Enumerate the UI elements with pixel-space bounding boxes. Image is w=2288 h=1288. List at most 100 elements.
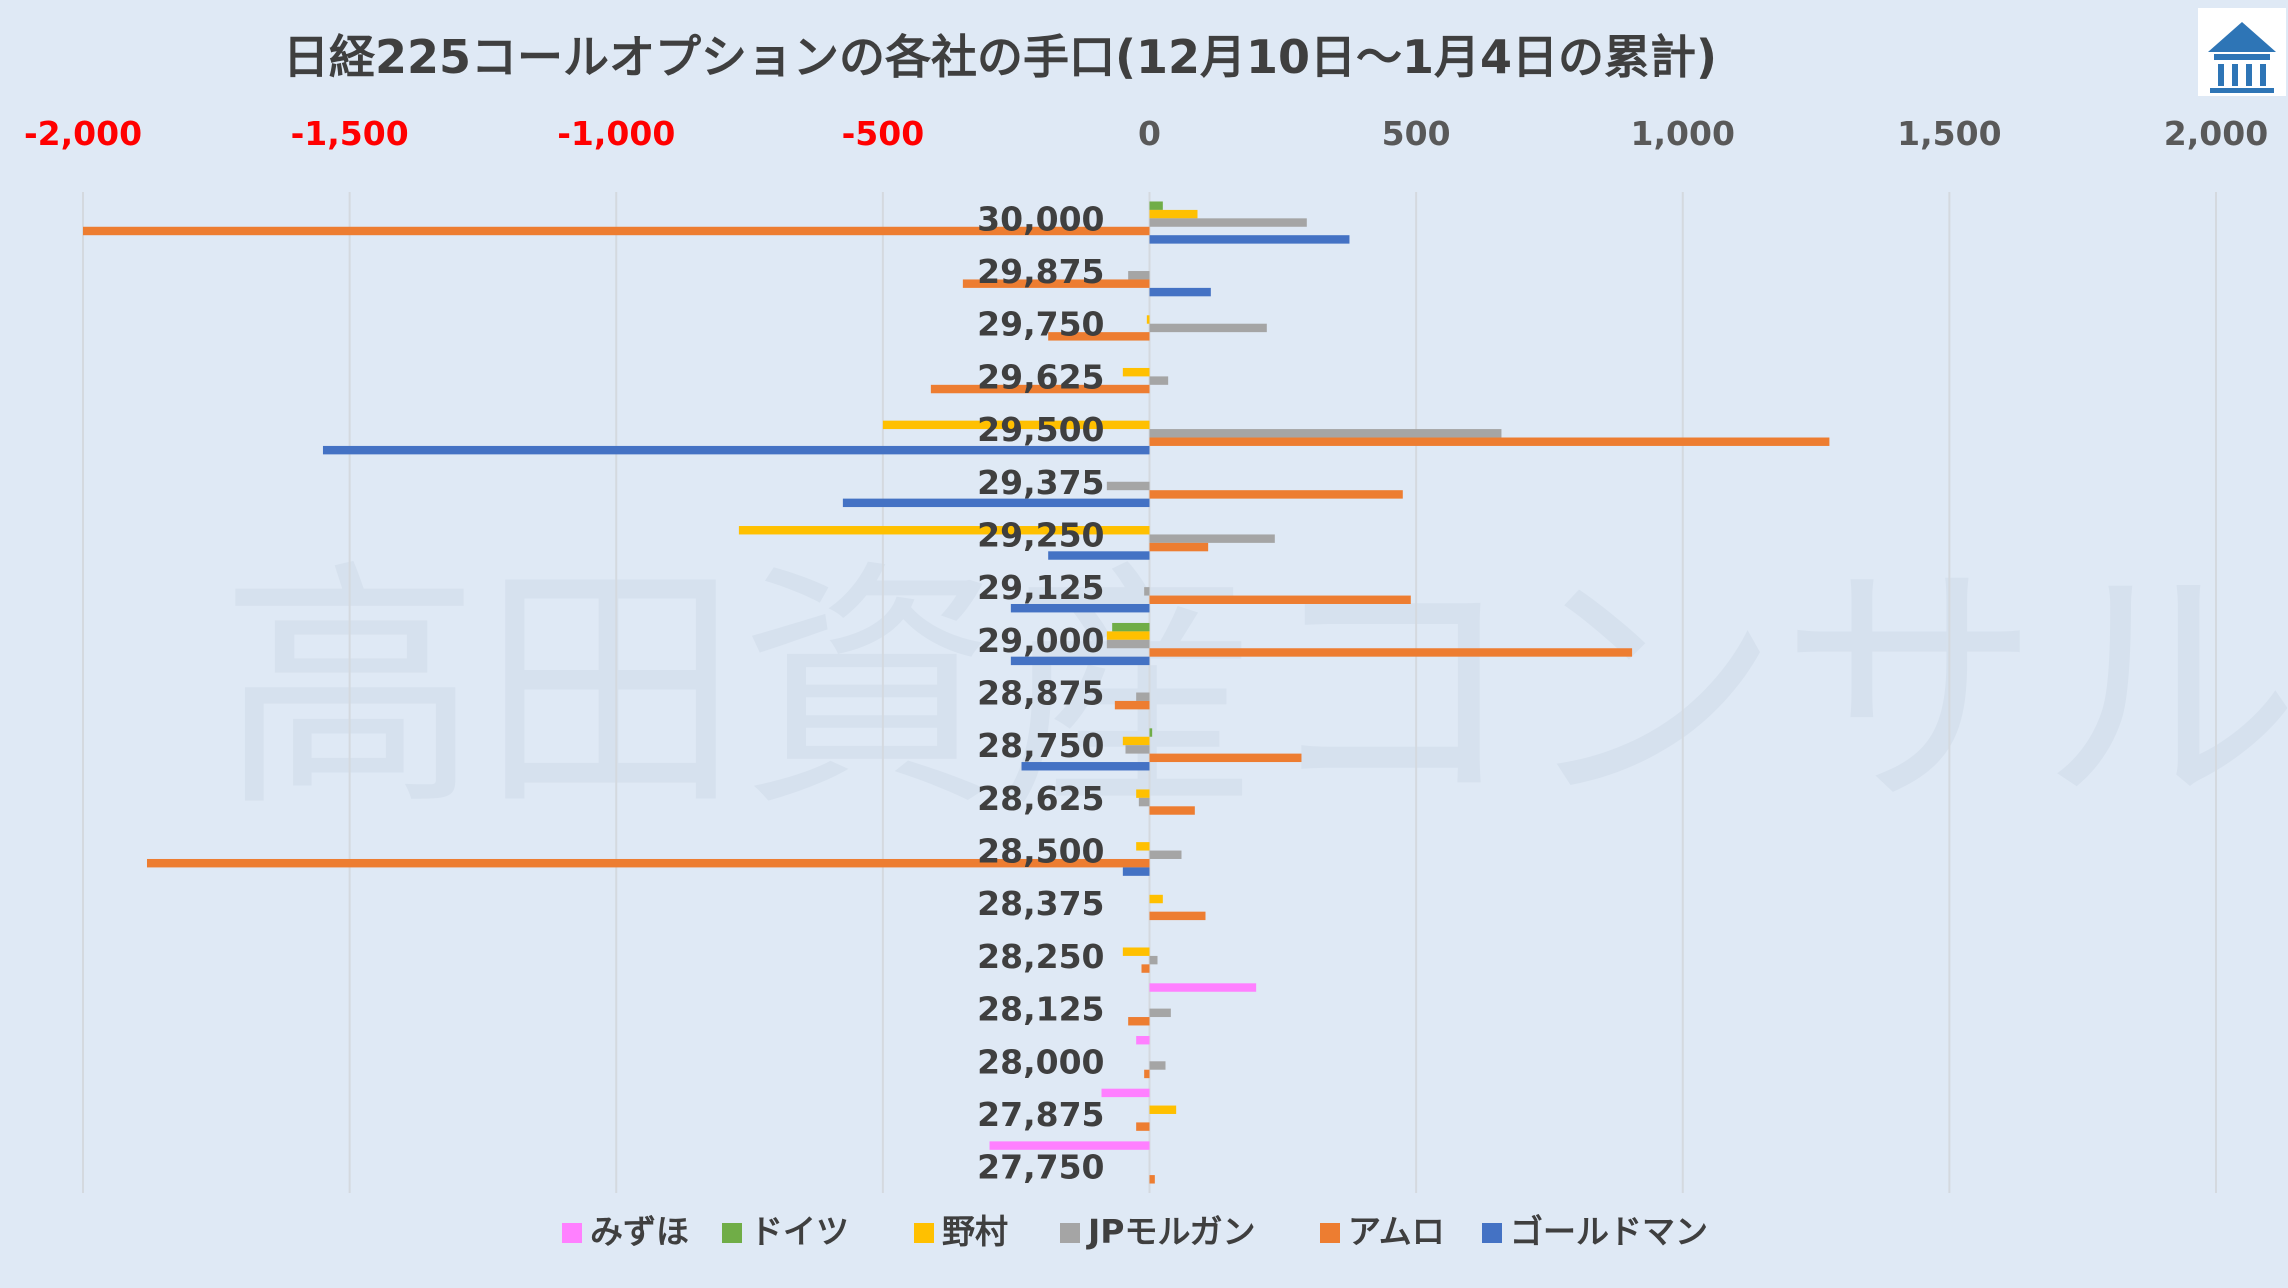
building-icon	[2198, 8, 2286, 96]
watermark-text: 高田資産コンサル	[220, 540, 2288, 842]
bar-28500-2	[1136, 842, 1150, 851]
bar-29625-4	[930, 384, 1150, 394]
bar-29750-2	[1146, 315, 1150, 324]
bar-28750-5	[1021, 762, 1150, 771]
bar-28375-4	[1149, 911, 1206, 921]
bar-30000-2	[1149, 209, 1198, 219]
bar-29875-3	[1128, 271, 1150, 280]
category-label: 29,125	[977, 568, 1104, 607]
x-tick-label: -1,500	[291, 114, 409, 153]
bar-29250-5	[1048, 551, 1150, 560]
bar-29000-4	[1149, 648, 1633, 657]
x-tick-label: -1,000	[557, 114, 675, 153]
legend-swatch	[914, 1223, 934, 1243]
legend-label: ドイツ	[750, 1212, 849, 1251]
bar-28500-5	[1122, 867, 1150, 876]
x-tick-label: 500	[1382, 114, 1451, 153]
bar-28250-2	[1122, 947, 1150, 956]
bar-29500-2	[882, 420, 1150, 430]
bar-27750-0	[989, 1141, 1150, 1150]
category-label: 28,750	[977, 726, 1104, 765]
bar-29125-3	[1144, 587, 1150, 596]
bar-28625-2	[1136, 789, 1150, 798]
bar-29250-3	[1149, 534, 1275, 543]
bar-30000-1	[1149, 201, 1163, 210]
x-tick-label: 0	[1138, 114, 1161, 153]
bar-29500-5	[322, 445, 1150, 455]
category-label: 28,875	[977, 674, 1104, 713]
bar-28750-2	[1122, 736, 1150, 746]
bar-28500-4	[146, 858, 1150, 868]
bar-27875-2	[1149, 1105, 1177, 1114]
bar-28125-4	[1128, 1017, 1150, 1026]
bar-29875-5	[1149, 287, 1211, 297]
legend-label: JPモルガン	[1086, 1212, 1255, 1251]
legend-swatch	[722, 1223, 742, 1243]
bar-29375-4	[1149, 490, 1403, 499]
x-tick-label: 1,500	[1897, 114, 2001, 153]
bar-29000-3	[1106, 639, 1150, 649]
legend-swatch	[1482, 1223, 1502, 1243]
bar-29625-3	[1149, 376, 1169, 385]
bar-27750-4	[1149, 1175, 1155, 1184]
bar-28750-1	[1149, 728, 1153, 737]
bar-27875-0	[1101, 1088, 1150, 1098]
bar-29375-3	[1106, 481, 1150, 491]
bar-29000-1	[1112, 622, 1150, 632]
bar-28625-4	[1149, 806, 1195, 815]
bar-30000-5	[1149, 235, 1350, 244]
category-label: 29,875	[977, 252, 1104, 291]
bar-29750-3	[1149, 323, 1267, 333]
bar-28125-0	[1149, 983, 1257, 992]
bar-29500-4	[1149, 437, 1830, 446]
legend-swatch	[1060, 1223, 1080, 1243]
x-tick-label: -2,000	[24, 114, 142, 153]
bar-29750-4	[1048, 332, 1150, 341]
bar-28500-3	[1149, 850, 1182, 859]
bar-29375-5	[842, 498, 1150, 508]
category-labels: 30,000 29,875 29,750 29,625 29,500 29,375 29,2…	[977, 199, 1104, 1186]
x-tick-label: 2,000	[2164, 114, 2268, 153]
gridlines	[82, 192, 2217, 1193]
bar-29000-2	[1106, 631, 1150, 640]
bar-30000-3	[1149, 218, 1307, 227]
bar-28000-3	[1149, 1061, 1166, 1070]
bar-28875-4	[1114, 700, 1150, 710]
legend-swatch	[562, 1223, 582, 1243]
bar-28625-3	[1138, 797, 1150, 807]
bars	[83, 201, 1830, 1184]
category-label: 28,625	[977, 779, 1104, 818]
category-label: 29,250	[977, 515, 1104, 554]
category-label: 28,125	[977, 990, 1104, 1029]
chart-title: 日経225コールオプションの各社の手口(12月10日～1月4日の累計)	[283, 30, 1717, 84]
category-label: 28,375	[977, 884, 1104, 923]
category-label: 29,500	[977, 410, 1104, 449]
bar-28000-0	[1136, 1036, 1150, 1045]
category-label: 28,000	[977, 1042, 1104, 1081]
category-label: 29,375	[977, 463, 1104, 502]
bar-27875-4	[1136, 1122, 1150, 1131]
legend-swatch	[1320, 1223, 1340, 1243]
x-tick-label: 1,000	[1631, 114, 1735, 153]
bar-28250-4	[1141, 964, 1150, 973]
legend-label: アムロ	[1348, 1212, 1445, 1251]
bar-30000-4	[83, 226, 1150, 236]
bar-29125-4	[1149, 595, 1411, 604]
bar-28875-3	[1136, 692, 1150, 701]
legend-label: みずほ	[590, 1212, 689, 1251]
legend-label: ゴールドマン	[1510, 1212, 1708, 1251]
category-label: 27,750	[977, 1148, 1104, 1187]
bar-28750-4	[1149, 753, 1302, 763]
bar-29250-2	[738, 526, 1150, 535]
bar-28250-3	[1149, 955, 1158, 965]
legend: みずほ ドイツ 野村 JPモルガン アムロ ゴールドマン	[562, 1212, 1708, 1251]
bar-28125-3	[1149, 1008, 1171, 1018]
bar-29250-4	[1149, 542, 1209, 552]
category-label: 29,000	[977, 621, 1104, 660]
category-label: 29,625	[977, 357, 1104, 396]
bar-29625-2	[1122, 367, 1150, 377]
bar-28375-2	[1149, 894, 1163, 904]
category-label: 28,250	[977, 937, 1104, 976]
